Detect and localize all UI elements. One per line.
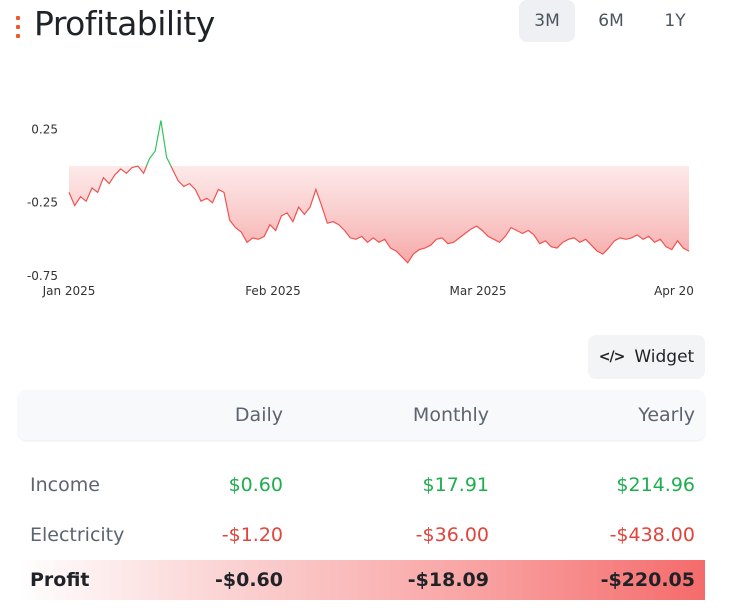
widget-button[interactable]: </> Widget — [588, 335, 705, 379]
column-header-daily: Daily — [234, 404, 283, 426]
title-wrap: Profitability — [16, 2, 215, 46]
menu-dot — [16, 25, 20, 29]
x-tick-label: Mar 2025 — [450, 284, 507, 298]
income-daily: $0.60 — [228, 474, 283, 496]
loss-area — [69, 166, 689, 263]
menu-dot — [16, 16, 20, 20]
electricity-yearly: -$438.00 — [609, 524, 695, 546]
range-selector: 3M 6M 1Y — [519, 0, 703, 42]
range-button-6m[interactable]: 6M — [598, 11, 624, 31]
table-row-electricity: Electricity -$1.20 -$36.00 -$438.00 — [18, 510, 705, 560]
profit-line-negative — [68, 166, 690, 264]
profit-daily: -$0.60 — [215, 569, 283, 591]
row-label: Profit — [30, 569, 90, 591]
profit-yearly: -$220.05 — [600, 569, 695, 591]
profit-table: Daily Monthly Yearly Income $0.60 $17.91… — [18, 390, 705, 600]
y-tick-label: -0.75 — [27, 269, 58, 283]
x-tick-label: Jan 2025 — [42, 284, 96, 298]
table-row-profit: Profit -$0.60 -$18.09 -$220.05 — [18, 560, 705, 600]
row-label: Electricity — [30, 524, 125, 546]
electricity-monthly: -$36.00 — [415, 524, 489, 546]
kebab-menu-icon[interactable] — [16, 16, 22, 38]
y-tick-label: 0.25 — [31, 122, 58, 136]
income-monthly: $17.91 — [422, 474, 489, 496]
range-button-1y[interactable]: 1Y — [664, 11, 686, 31]
code-icon: </> — [598, 349, 626, 365]
card-header: Profitability 3M 6M 1Y — [0, 0, 737, 60]
table-row-income: Income $0.60 $17.91 $214.96 — [18, 460, 705, 510]
column-header-monthly: Monthly — [412, 404, 489, 426]
x-axis-ticks: Jan 2025 Feb 2025 Mar 2025 Apr 20 — [42, 284, 694, 298]
table-header: Daily Monthly Yearly — [18, 390, 705, 440]
y-axis-ticks: 0.25 -0.25 -0.75 — [27, 122, 58, 283]
page-title: Profitability — [34, 4, 215, 43]
menu-dot — [16, 34, 20, 38]
column-header-yearly: Yearly — [638, 404, 695, 426]
range-button-3m[interactable]: 3M — [519, 0, 575, 42]
electricity-daily: -$1.20 — [221, 524, 283, 546]
profitability-chart: 0.25 -0.25 -0.75 Jan 2025 Feb 2025 Mar 2025 A… — [0, 60, 737, 310]
widget-button-label: Widget — [634, 347, 695, 367]
x-tick-label: Feb 2025 — [245, 284, 301, 298]
income-yearly: $214.96 — [616, 474, 695, 496]
y-tick-label: -0.25 — [27, 196, 58, 210]
x-tick-label: Apr 20 — [654, 284, 694, 298]
chart-svg: 0.25 -0.25 -0.75 Jan 2025 Feb 2025 Mar 2025 A… — [27, 120, 694, 298]
row-label: Income — [30, 474, 100, 496]
profit-monthly: -$18.09 — [407, 569, 489, 591]
